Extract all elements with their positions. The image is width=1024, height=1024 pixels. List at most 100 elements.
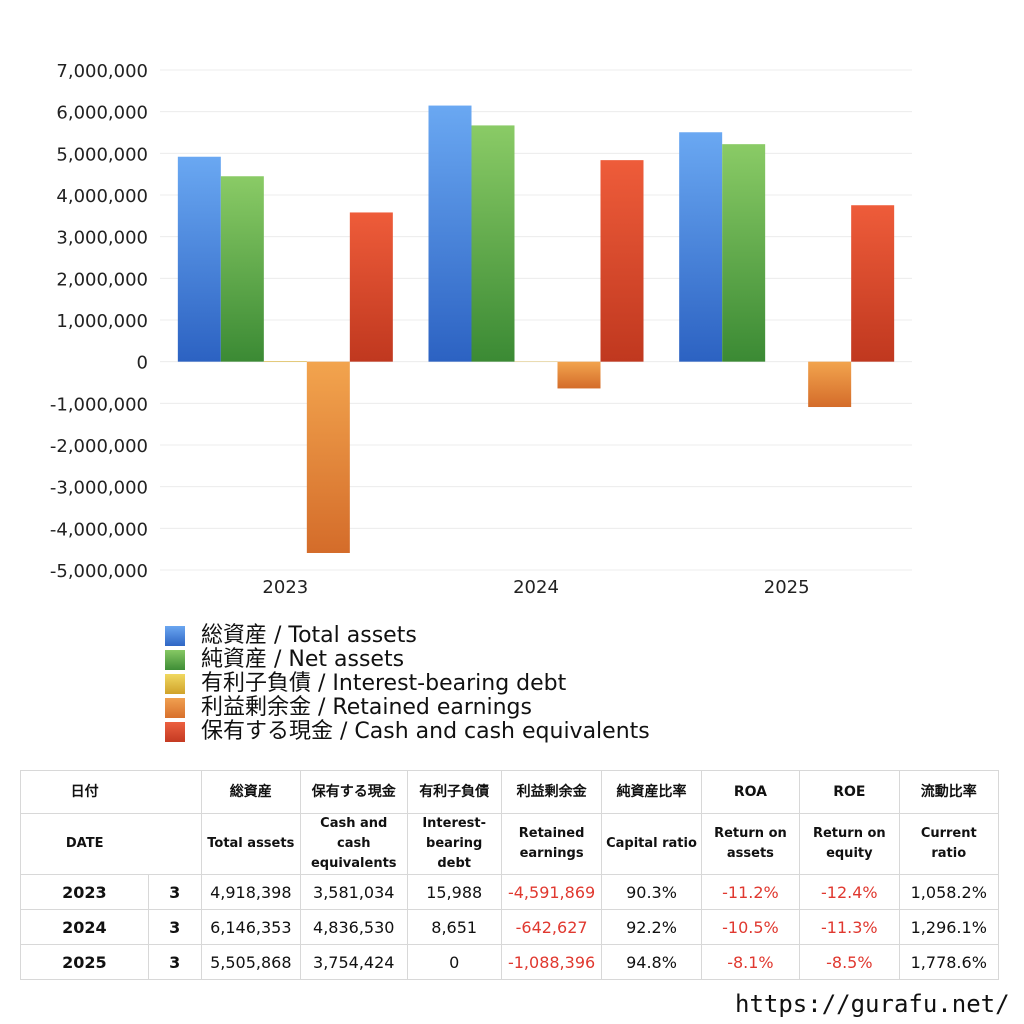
- bar-chart: 7,000,000 6,000,000 5,000,000 4,000,000 3,00…: [50, 61, 912, 598]
- y-tick-label: -2,000,000: [50, 436, 148, 457]
- x-tick-label: 2024: [513, 577, 559, 598]
- header-cash-en: Cash and cash equivalents: [300, 813, 408, 875]
- financial-table: 日付 総資産 保有する現金 有利子負債 利益剰余金 純資産比率 ROA ROE …: [20, 770, 1000, 980]
- header-debt-en: Interest-bearing debt: [406, 813, 502, 875]
- bar: [851, 205, 895, 362]
- legend-label: 有利子負債 / Interest-bearing debt: [201, 671, 567, 696]
- cell-month: 3: [147, 874, 202, 910]
- header-roe-en: Return on equity: [799, 813, 900, 875]
- legend-swatch: [165, 650, 185, 670]
- cell-retained: -1,088,396: [500, 944, 603, 980]
- legend-label: 純資産 / Net assets: [201, 647, 405, 672]
- cell-cash: 3,754,424: [300, 944, 408, 980]
- cell-year: 2023: [20, 874, 149, 910]
- y-tick-label: -5,000,000: [50, 561, 148, 582]
- legend-swatch: [165, 674, 185, 694]
- y-tick-label: 2,000,000: [56, 269, 148, 290]
- bar: [722, 144, 766, 362]
- legend-swatch: [165, 698, 185, 718]
- bar: [263, 361, 307, 362]
- header-date-jp: 日付: [20, 770, 149, 814]
- cell-capital-ratio: 90.3%: [601, 874, 702, 910]
- bar: [471, 125, 515, 362]
- cell-total-assets: 4,918,398: [200, 874, 302, 910]
- legend-item-retained-earnings: 利益剰余金 / Retained earnings: [165, 696, 865, 720]
- header-debt-jp: 有利子負債: [406, 770, 502, 814]
- header-roa-en: Return on assets: [700, 813, 801, 875]
- y-tick-label: 1,000,000: [56, 311, 148, 332]
- table-row: 2025 3 5,505,868 3,754,424 0 -1,088,396 …: [20, 944, 1000, 980]
- cell-debt: 0: [406, 944, 502, 980]
- y-tick-label: -4,000,000: [50, 519, 148, 540]
- legend-swatch: [165, 626, 185, 646]
- cell-roe: -12.4%: [799, 874, 900, 910]
- cell-year: 2024: [20, 909, 149, 945]
- header-total-assets-jp: 総資産: [200, 770, 302, 814]
- header-roe: ROE: [799, 770, 900, 814]
- y-tick-label: 7,000,000: [56, 61, 148, 82]
- legend-label: 保有する現金 / Cash and cash equivalents: [201, 719, 650, 744]
- cell-cash: 4,836,530: [300, 909, 408, 945]
- cell-current-ratio: 1,058.2%: [898, 874, 1000, 910]
- header-blank: [148, 770, 202, 814]
- table-row: 2023 3 4,918,398 3,581,034 15,988 -4,591…: [20, 874, 1000, 910]
- table-row: 2024 3 6,146,353 4,836,530 8,651 -642,62…: [20, 909, 1000, 945]
- cell-retained: -4,591,869: [500, 874, 603, 910]
- header-date-en: DATE: [20, 813, 149, 875]
- cell-roe: -11.3%: [799, 909, 900, 945]
- legend-label: 利益剰余金 / Retained earnings: [201, 695, 532, 720]
- bar: [808, 361, 852, 408]
- cell-year: 2025: [20, 944, 149, 980]
- bar: [349, 212, 393, 362]
- header-capital-ratio-en: Capital ratio: [601, 813, 702, 875]
- x-tick-label: 2023: [262, 577, 308, 598]
- cell-month: 3: [147, 909, 202, 945]
- y-tick-label: 4,000,000: [56, 186, 148, 207]
- legend-item-net-assets: 純資産 / Net assets: [165, 648, 865, 672]
- legend-swatch: [165, 722, 185, 742]
- bar: [428, 105, 472, 362]
- cell-capital-ratio: 92.2%: [601, 909, 702, 945]
- x-tick-label: 2025: [764, 577, 810, 598]
- cell-roa: -11.2%: [700, 874, 801, 910]
- bar: [220, 176, 264, 362]
- y-tick-label: -1,000,000: [50, 394, 148, 415]
- cell-debt: 8,651: [406, 909, 502, 945]
- header-cash-jp: 保有する現金: [300, 770, 408, 814]
- header-current-ratio-en: Current ratio: [898, 813, 1000, 875]
- bar: [600, 160, 644, 362]
- cell-total-assets: 6,146,353: [200, 909, 302, 945]
- y-tick-label: 5,000,000: [56, 144, 148, 165]
- cell-roe: -8.5%: [799, 944, 900, 980]
- cell-capital-ratio: 94.8%: [601, 944, 702, 980]
- header-current-ratio-jp: 流動比率: [898, 770, 1000, 814]
- y-tick-label: -3,000,000: [50, 478, 148, 499]
- table-header-en: DATE Total assets Cash and cash equivale…: [20, 813, 1000, 875]
- cell-debt: 15,988: [406, 874, 502, 910]
- site-url: https://gurafu.net/: [735, 990, 1010, 1018]
- cell-current-ratio: 1,296.1%: [898, 909, 1000, 945]
- cell-month: 3: [147, 944, 202, 980]
- cell-current-ratio: 1,778.6%: [898, 944, 1000, 980]
- header-retained-jp: 利益剰余金: [500, 770, 603, 814]
- cell-roa: -8.1%: [700, 944, 801, 980]
- cell-retained: -642,627: [500, 909, 603, 945]
- header-capital-ratio-jp: 純資産比率: [601, 770, 702, 814]
- legend-label: 総資産 / Total assets: [201, 623, 417, 648]
- y-tick-label: 3,000,000: [56, 228, 148, 249]
- bar: [557, 361, 601, 389]
- y-tick-label: 6,000,000: [56, 103, 148, 124]
- legend-item-interest-bearing-debt: 有利子負債 / Interest-bearing debt: [165, 672, 865, 696]
- chart-legend: 総資産 / Total assets 純資産 / Net assets 有利子負…: [165, 624, 865, 744]
- header-blank: [148, 813, 202, 875]
- table-header-jp: 日付 総資産 保有する現金 有利子負債 利益剰余金 純資産比率 ROA ROE …: [20, 770, 1000, 814]
- bar: [679, 132, 723, 362]
- bar: [177, 156, 221, 362]
- cell-roa: -10.5%: [700, 909, 801, 945]
- cell-cash: 3,581,034: [300, 874, 408, 910]
- header-roa: ROA: [700, 770, 801, 814]
- legend-item-total-assets: 総資産 / Total assets: [165, 624, 865, 648]
- header-total-assets-en: Total assets: [200, 813, 302, 875]
- y-tick-label: 0: [137, 353, 148, 374]
- legend-item-cash: 保有する現金 / Cash and cash equivalents: [165, 720, 865, 744]
